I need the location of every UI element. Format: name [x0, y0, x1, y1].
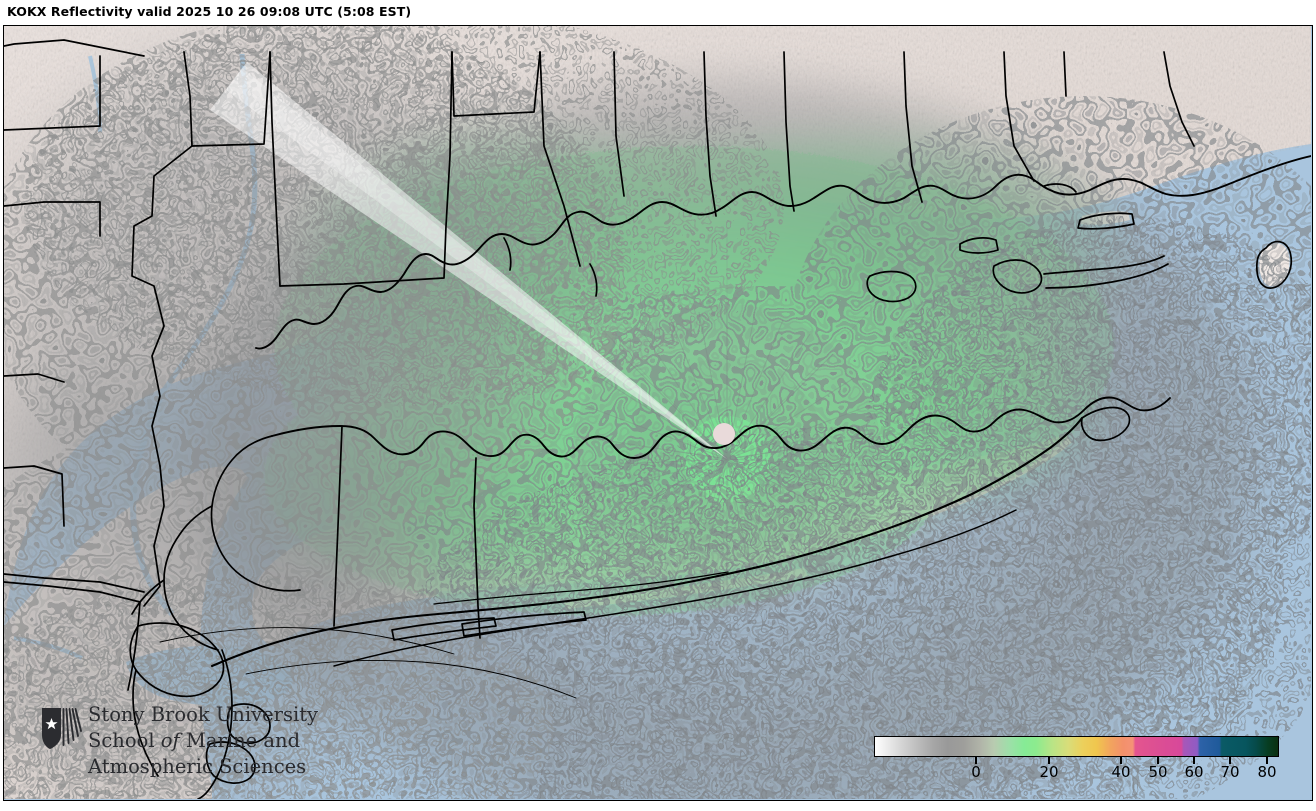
- outline-montauk: [1080, 406, 1131, 442]
- coastline-li-south-shore: [210, 416, 1084, 668]
- colorbar-label-70: 70: [1220, 763, 1240, 781]
- county-line-sw2: [4, 465, 65, 527]
- nautical-line-2: [245, 660, 577, 699]
- boundaries-layer: [4, 39, 1311, 799]
- county-line-d: [131, 145, 193, 467]
- colorbar-tick-40: [1120, 757, 1122, 764]
- outline-raritan-bay-s: [205, 741, 256, 784]
- colorbar-label-50: 50: [1148, 763, 1168, 781]
- colorbar-tick-20: [1048, 757, 1050, 764]
- coastline-nj-shore: [132, 669, 159, 777]
- county-line-g: [451, 51, 541, 117]
- colorbar-label-20: 20: [1039, 763, 1059, 781]
- outline-staten-island: [129, 622, 225, 698]
- echo-speckle-fine: [4, 26, 1311, 799]
- county-line-sw1: [4, 373, 65, 383]
- beam-blockage-notch: [210, 62, 727, 459]
- radar-map[interactable]: [3, 25, 1313, 801]
- colorbar-tick-60: [1193, 757, 1195, 764]
- outline-sandy-hook: [226, 703, 271, 744]
- outline-plum-island: [959, 237, 999, 254]
- echo-ground-clutter-ring: [572, 304, 882, 614]
- colorbar-tick-0: [975, 757, 977, 764]
- radar-site-marker: [713, 423, 735, 445]
- coastline-north-fork: [1043, 255, 1165, 275]
- county-line-f: [279, 51, 453, 287]
- state-line-nj-ny2: [4, 581, 141, 603]
- colorbar-label-40: 40: [1111, 763, 1131, 781]
- coastline-nyc-west: [210, 435, 301, 592]
- state-line-ny-pa: [4, 55, 101, 131]
- sbu-logo: Stony Brook University School of Marine …: [40, 702, 318, 794]
- county-line-h: [539, 51, 581, 267]
- county-line-ulster: [4, 201, 101, 237]
- county-line-m: [1003, 51, 1035, 182]
- outline-shelter-island: [992, 259, 1043, 294]
- outline-fishers-island: [1077, 212, 1135, 230]
- sbu-logo-line2-of: of: [160, 729, 180, 752]
- county-line-k: [783, 51, 795, 212]
- barrier-islands: [333, 509, 1017, 667]
- sbu-logo-line1: Stony Brook University: [88, 703, 319, 726]
- outline-fire-island: [461, 611, 587, 637]
- shoreline-great-south-bay: [433, 571, 729, 605]
- river-ct-1: [589, 263, 598, 297]
- coastline-nj-sandy-hook: [197, 649, 233, 799]
- sbu-logo-line2-a: School: [88, 729, 161, 752]
- state-line-nj-interior: [127, 601, 141, 691]
- county-line-i: [613, 51, 625, 197]
- sbu-logo-text: Stony Brook University School of Marine …: [88, 702, 338, 780]
- outline-peconic: [866, 270, 917, 303]
- outline-jones-beach: [391, 617, 497, 641]
- coastline-li-north-shore: [271, 396, 1171, 459]
- county-line-j: [703, 51, 717, 217]
- county-line-l: [903, 51, 923, 203]
- colorbar-label-0: 0: [971, 763, 981, 781]
- sbu-logo-line2-b: Marine and: [179, 729, 301, 752]
- sbu-shield-icon: [42, 708, 82, 749]
- nautical-line-1: [159, 627, 455, 655]
- county-line-queens-nassau: [333, 425, 343, 627]
- sbu-logo-line3: Atmospheric Sciences: [88, 755, 307, 778]
- state-line-nj-ny: [4, 573, 145, 593]
- coastline-north-fork-s: [1045, 263, 1169, 289]
- colorbar: 0 20 40 50 60 70 80: [871, 733, 1283, 785]
- coastline-nj-hudson: [131, 579, 165, 615]
- outline-block-island: [1255, 240, 1293, 289]
- map-clip: [4, 26, 1312, 800]
- radar-radial-spokes-long: [499, 229, 955, 687]
- county-line-b: [191, 51, 271, 147]
- state-line-north: [4, 39, 145, 57]
- county-line-e: [143, 465, 165, 607]
- colorbar-tick-80: [1266, 757, 1268, 764]
- sbu-logo-line2: School of Marine and: [88, 728, 338, 754]
- colorbar-tick-70: [1229, 757, 1231, 764]
- county-line-nassau-suffolk: [473, 457, 481, 639]
- colorbar-gradient: [874, 736, 1279, 757]
- county-line-o: [1063, 51, 1067, 97]
- colorbar-label-80: 80: [1257, 763, 1277, 781]
- outline-watch-hill: [1043, 183, 1077, 193]
- county-line-a: [183, 51, 193, 147]
- colorbar-tick-50: [1157, 757, 1159, 764]
- page-title: KOKX Reflectivity valid 2025 10 26 09:08…: [7, 4, 412, 19]
- river-ct-2: [503, 237, 512, 271]
- colorbar-label-60: 60: [1184, 763, 1204, 781]
- county-line-n: [1163, 51, 1195, 147]
- county-line-c: [269, 51, 281, 287]
- coastline-connecticut: [255, 155, 1311, 350]
